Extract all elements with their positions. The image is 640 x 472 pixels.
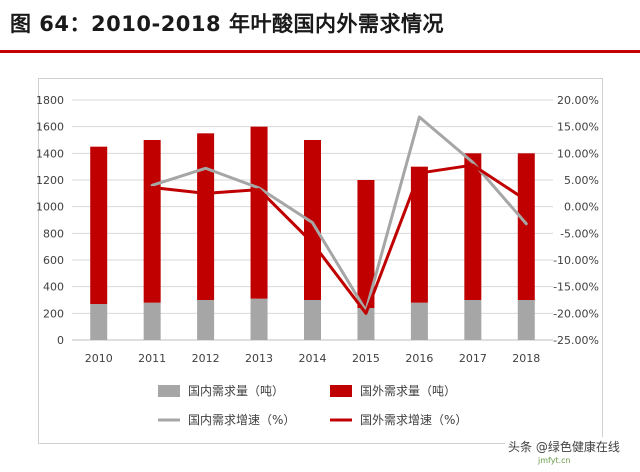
bar-domestic [197, 300, 215, 340]
foreign-growth-line [150, 163, 528, 315]
y-left-tick-label: 1000 [36, 201, 64, 214]
x-tick-label: 2016 [405, 352, 433, 365]
x-tick-label: 2015 [352, 352, 380, 365]
y-left-tick-label: 800 [43, 227, 64, 240]
x-tick-label: 2013 [245, 352, 273, 365]
domestic-growth-line [150, 115, 528, 313]
bar-foreign [250, 126, 268, 299]
bar-domestic [90, 304, 108, 340]
y-right-tick-label: -5.00% [560, 227, 599, 240]
y-right-tick-label: -20.00% [553, 307, 599, 320]
bar-foreign [197, 133, 215, 300]
bar-foreign [357, 180, 375, 308]
chart-title: 图 64：2010-2018 年叶酸国内外需求情况 [10, 12, 444, 36]
y-left-tick-label: 400 [43, 281, 64, 294]
x-tick-label: 2012 [192, 352, 220, 365]
legend-label: 国外需求增速（%） [360, 413, 467, 427]
y-left-tick-label: 200 [43, 307, 64, 320]
legend-swatch [158, 385, 180, 397]
watermark-sub: jmfyt.cn [538, 456, 571, 465]
bar-domestic [143, 302, 161, 340]
y-right-tick-label: -15.00% [553, 281, 599, 294]
bar-foreign [464, 153, 482, 300]
y-right-tick-label: 0.00% [564, 201, 599, 214]
y-right-tick-label: -10.00% [553, 254, 599, 267]
y-right-tick-label: -25.00% [553, 334, 599, 347]
y-right-tick-label: 15.00% [557, 121, 599, 134]
bar-foreign [517, 153, 535, 300]
legend-label: 国外需求量（吨） [360, 384, 456, 398]
y-right-tick-label: 5.00% [564, 174, 599, 187]
y-left-tick-label: 0 [57, 334, 64, 347]
x-tick-label: 2018 [512, 352, 540, 365]
y-right-tick-label: 10.00% [557, 147, 599, 160]
title-divider [0, 50, 640, 53]
y-left-tick-label: 1200 [36, 174, 64, 187]
bar-foreign [143, 140, 161, 303]
bar-domestic [304, 300, 321, 340]
x-tick-label: 2011 [138, 352, 166, 365]
watermark: 头条 @绿色健康在线 [505, 437, 623, 456]
bar-domestic [517, 300, 535, 340]
legend-label: 国内需求量（吨） [188, 384, 284, 398]
legend-label: 国内需求增速（%） [188, 413, 295, 427]
y-left-tick-label: 1400 [36, 147, 64, 160]
y-left-tick-label: 1800 [36, 94, 64, 107]
bar-domestic [410, 302, 428, 340]
bar-foreign [90, 146, 108, 304]
x-tick-label: 2017 [459, 352, 487, 365]
watermark-text: 头条 @绿色健康在线 [508, 440, 620, 454]
x-tick-label: 2014 [299, 352, 327, 365]
y-right-tick-label: 20.00% [557, 94, 599, 107]
legend-swatch [330, 385, 352, 397]
y-left-tick-label: 600 [43, 254, 64, 267]
bar-foreign [304, 140, 321, 300]
bar-domestic [464, 300, 482, 340]
bar-domestic [357, 308, 375, 340]
x-tick-label: 2010 [85, 352, 113, 365]
y-left-tick-label: 1600 [36, 121, 64, 134]
bar-foreign [410, 166, 428, 303]
bar-domestic [250, 298, 268, 340]
